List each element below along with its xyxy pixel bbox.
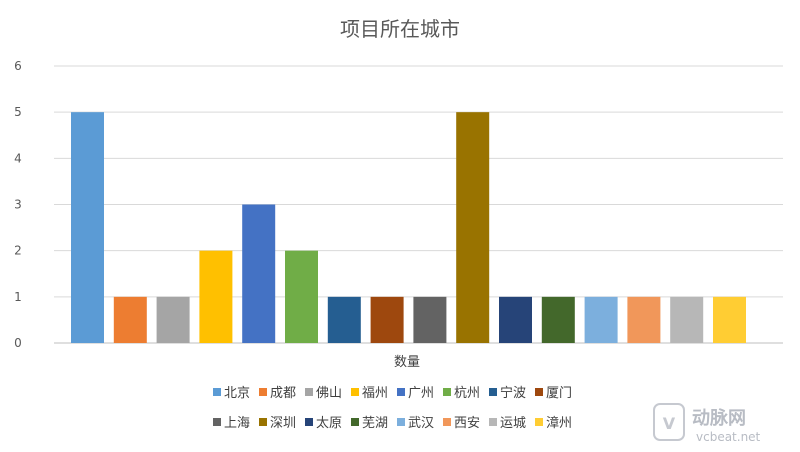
bar — [413, 296, 447, 343]
bar — [627, 296, 661, 343]
legend-item-label: 杭州 — [454, 386, 480, 401]
legend-swatch — [305, 388, 313, 396]
legend-item-label: 宁波 — [500, 385, 526, 401]
legend-swatch — [213, 388, 221, 396]
legend-item-label: 北京 — [224, 386, 250, 401]
bar — [199, 250, 233, 343]
x-axis-label: 数量 — [394, 355, 420, 370]
legend-item-label: 太原 — [316, 416, 342, 431]
bar — [113, 296, 147, 343]
legend-swatch — [397, 418, 405, 426]
legend-swatch — [351, 418, 359, 426]
legend-item-label: 深圳 — [270, 416, 296, 431]
bar — [670, 296, 704, 343]
chart-title: 项目所在城市 — [340, 17, 460, 41]
bar — [327, 296, 361, 343]
logo-mark-icon: V — [663, 414, 676, 433]
y-tick-label: 2 — [14, 244, 22, 258]
watermark: V 动脉网 vcbeat.net — [653, 403, 761, 444]
bar — [242, 204, 276, 343]
y-tick-label: 5 — [14, 105, 22, 119]
legend-swatch — [489, 418, 497, 426]
legend-item-label: 上海 — [224, 416, 250, 431]
legend-item-label: 佛山 — [316, 386, 342, 401]
y-axis-ticks: 0 1 2 3 4 5 6 — [14, 59, 22, 350]
legend-item-label: 运城 — [500, 416, 526, 431]
y-tick-label: 6 — [14, 59, 22, 73]
y-tick-label: 1 — [14, 290, 22, 304]
bar — [499, 296, 532, 343]
legend-swatch — [443, 388, 451, 396]
bar — [584, 296, 618, 343]
bars — [71, 112, 746, 344]
legend-item-label: 厦门 — [546, 386, 572, 401]
legend-item-label: 武汉 — [408, 416, 434, 431]
legend-item-label: 芜湖 — [362, 416, 388, 431]
watermark-logo-text: 动脉网 — [692, 407, 746, 429]
y-tick-label: 4 — [14, 151, 22, 165]
legend-swatch — [489, 388, 497, 396]
legend-swatch — [305, 418, 313, 426]
legend-item-label: 漳州 — [546, 415, 572, 431]
legend-swatch — [397, 388, 405, 396]
legend-swatch — [443, 418, 451, 426]
bar — [156, 296, 190, 343]
legend-swatch — [213, 418, 221, 426]
legend-swatch — [259, 418, 267, 426]
bar — [71, 112, 104, 344]
legend-swatch — [535, 388, 543, 396]
legend-item-label: 福州 — [362, 386, 388, 401]
legend-item-label: 西安 — [454, 416, 480, 431]
bar — [541, 296, 575, 343]
legend-swatch — [351, 388, 359, 396]
legend-item-label: 广州 — [408, 386, 434, 401]
legend-swatch — [535, 418, 543, 426]
bar — [456, 112, 490, 344]
logo-icon — [653, 403, 685, 441]
y-tick-label: 3 — [14, 198, 22, 212]
legend-item-label: 成都 — [270, 386, 296, 401]
y-tick-label: 0 — [14, 336, 22, 350]
legend-swatch — [259, 388, 267, 396]
bar — [713, 296, 746, 343]
watermark-sub-text: vcbeat.net — [696, 430, 761, 444]
bar — [370, 296, 404, 343]
bar — [285, 250, 318, 343]
